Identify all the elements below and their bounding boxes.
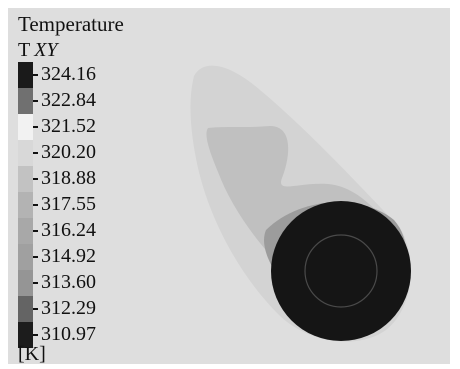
legend-unit: [K]: [18, 343, 46, 364]
legend-subtitle: T XY: [18, 40, 58, 60]
legend-tick: [33, 74, 38, 76]
legend-row: 316.24: [18, 218, 128, 244]
legend-swatch: [18, 270, 33, 296]
legend-row: 317.55: [18, 192, 128, 218]
legend-swatch: [18, 140, 33, 166]
legend-tick: [33, 334, 38, 336]
legend-value: 318.88: [41, 167, 96, 189]
legend-row: 320.20: [18, 140, 128, 166]
legend-row: 324.16: [18, 62, 128, 88]
legend-tick: [33, 256, 38, 258]
temperature-plume: [190, 65, 411, 342]
legend-value: 314.92: [41, 245, 96, 267]
legend-value: 312.29: [41, 297, 96, 319]
legend-value: 324.16: [41, 63, 96, 85]
legend-row: 318.88: [18, 166, 128, 192]
legend-tick: [33, 126, 38, 128]
legend-subtitle-prefix: T: [18, 39, 31, 61]
legend-value: 316.24: [41, 219, 96, 241]
legend-swatch: [18, 244, 33, 270]
legend-title: Temperature: [18, 12, 124, 36]
legend-swatch: [18, 62, 33, 88]
legend-subtitle-italic: XY: [34, 39, 58, 61]
legend-row: 322.84: [18, 88, 128, 114]
legend-tick: [33, 152, 38, 154]
legend-tick: [33, 282, 38, 284]
legend-swatch: [18, 218, 33, 244]
legend-swatch: [18, 296, 33, 322]
temperature-contour-panel: Temperature T XY 324.16 322.84 321.52 320.20…: [8, 8, 450, 364]
legend-row: 313.60: [18, 270, 128, 296]
cylinder-inner-ring: [304, 234, 378, 308]
legend-row: 310.97: [18, 322, 128, 348]
legend-tick: [33, 230, 38, 232]
legend-value: 321.52: [41, 115, 96, 137]
legend-tick: [33, 178, 38, 180]
legend-value: 310.97: [41, 323, 96, 345]
heat-source-cylinder: [271, 201, 411, 341]
legend-swatch: [18, 192, 33, 218]
legend-row: 314.92: [18, 244, 128, 270]
legend-value: 320.20: [41, 141, 96, 163]
legend-value: 317.55: [41, 193, 96, 215]
legend-value: 313.60: [41, 271, 96, 293]
legend-swatch: [18, 88, 33, 114]
legend-value: 322.84: [41, 89, 96, 111]
legend-swatch: [18, 322, 33, 348]
legend-tick: [33, 204, 38, 206]
legend-swatch: [18, 114, 33, 140]
legend-row: 321.52: [18, 114, 128, 140]
legend-tick: [33, 100, 38, 102]
legend-swatch: [18, 166, 33, 192]
legend-tick: [33, 308, 38, 310]
legend-row: 312.29: [18, 296, 128, 322]
